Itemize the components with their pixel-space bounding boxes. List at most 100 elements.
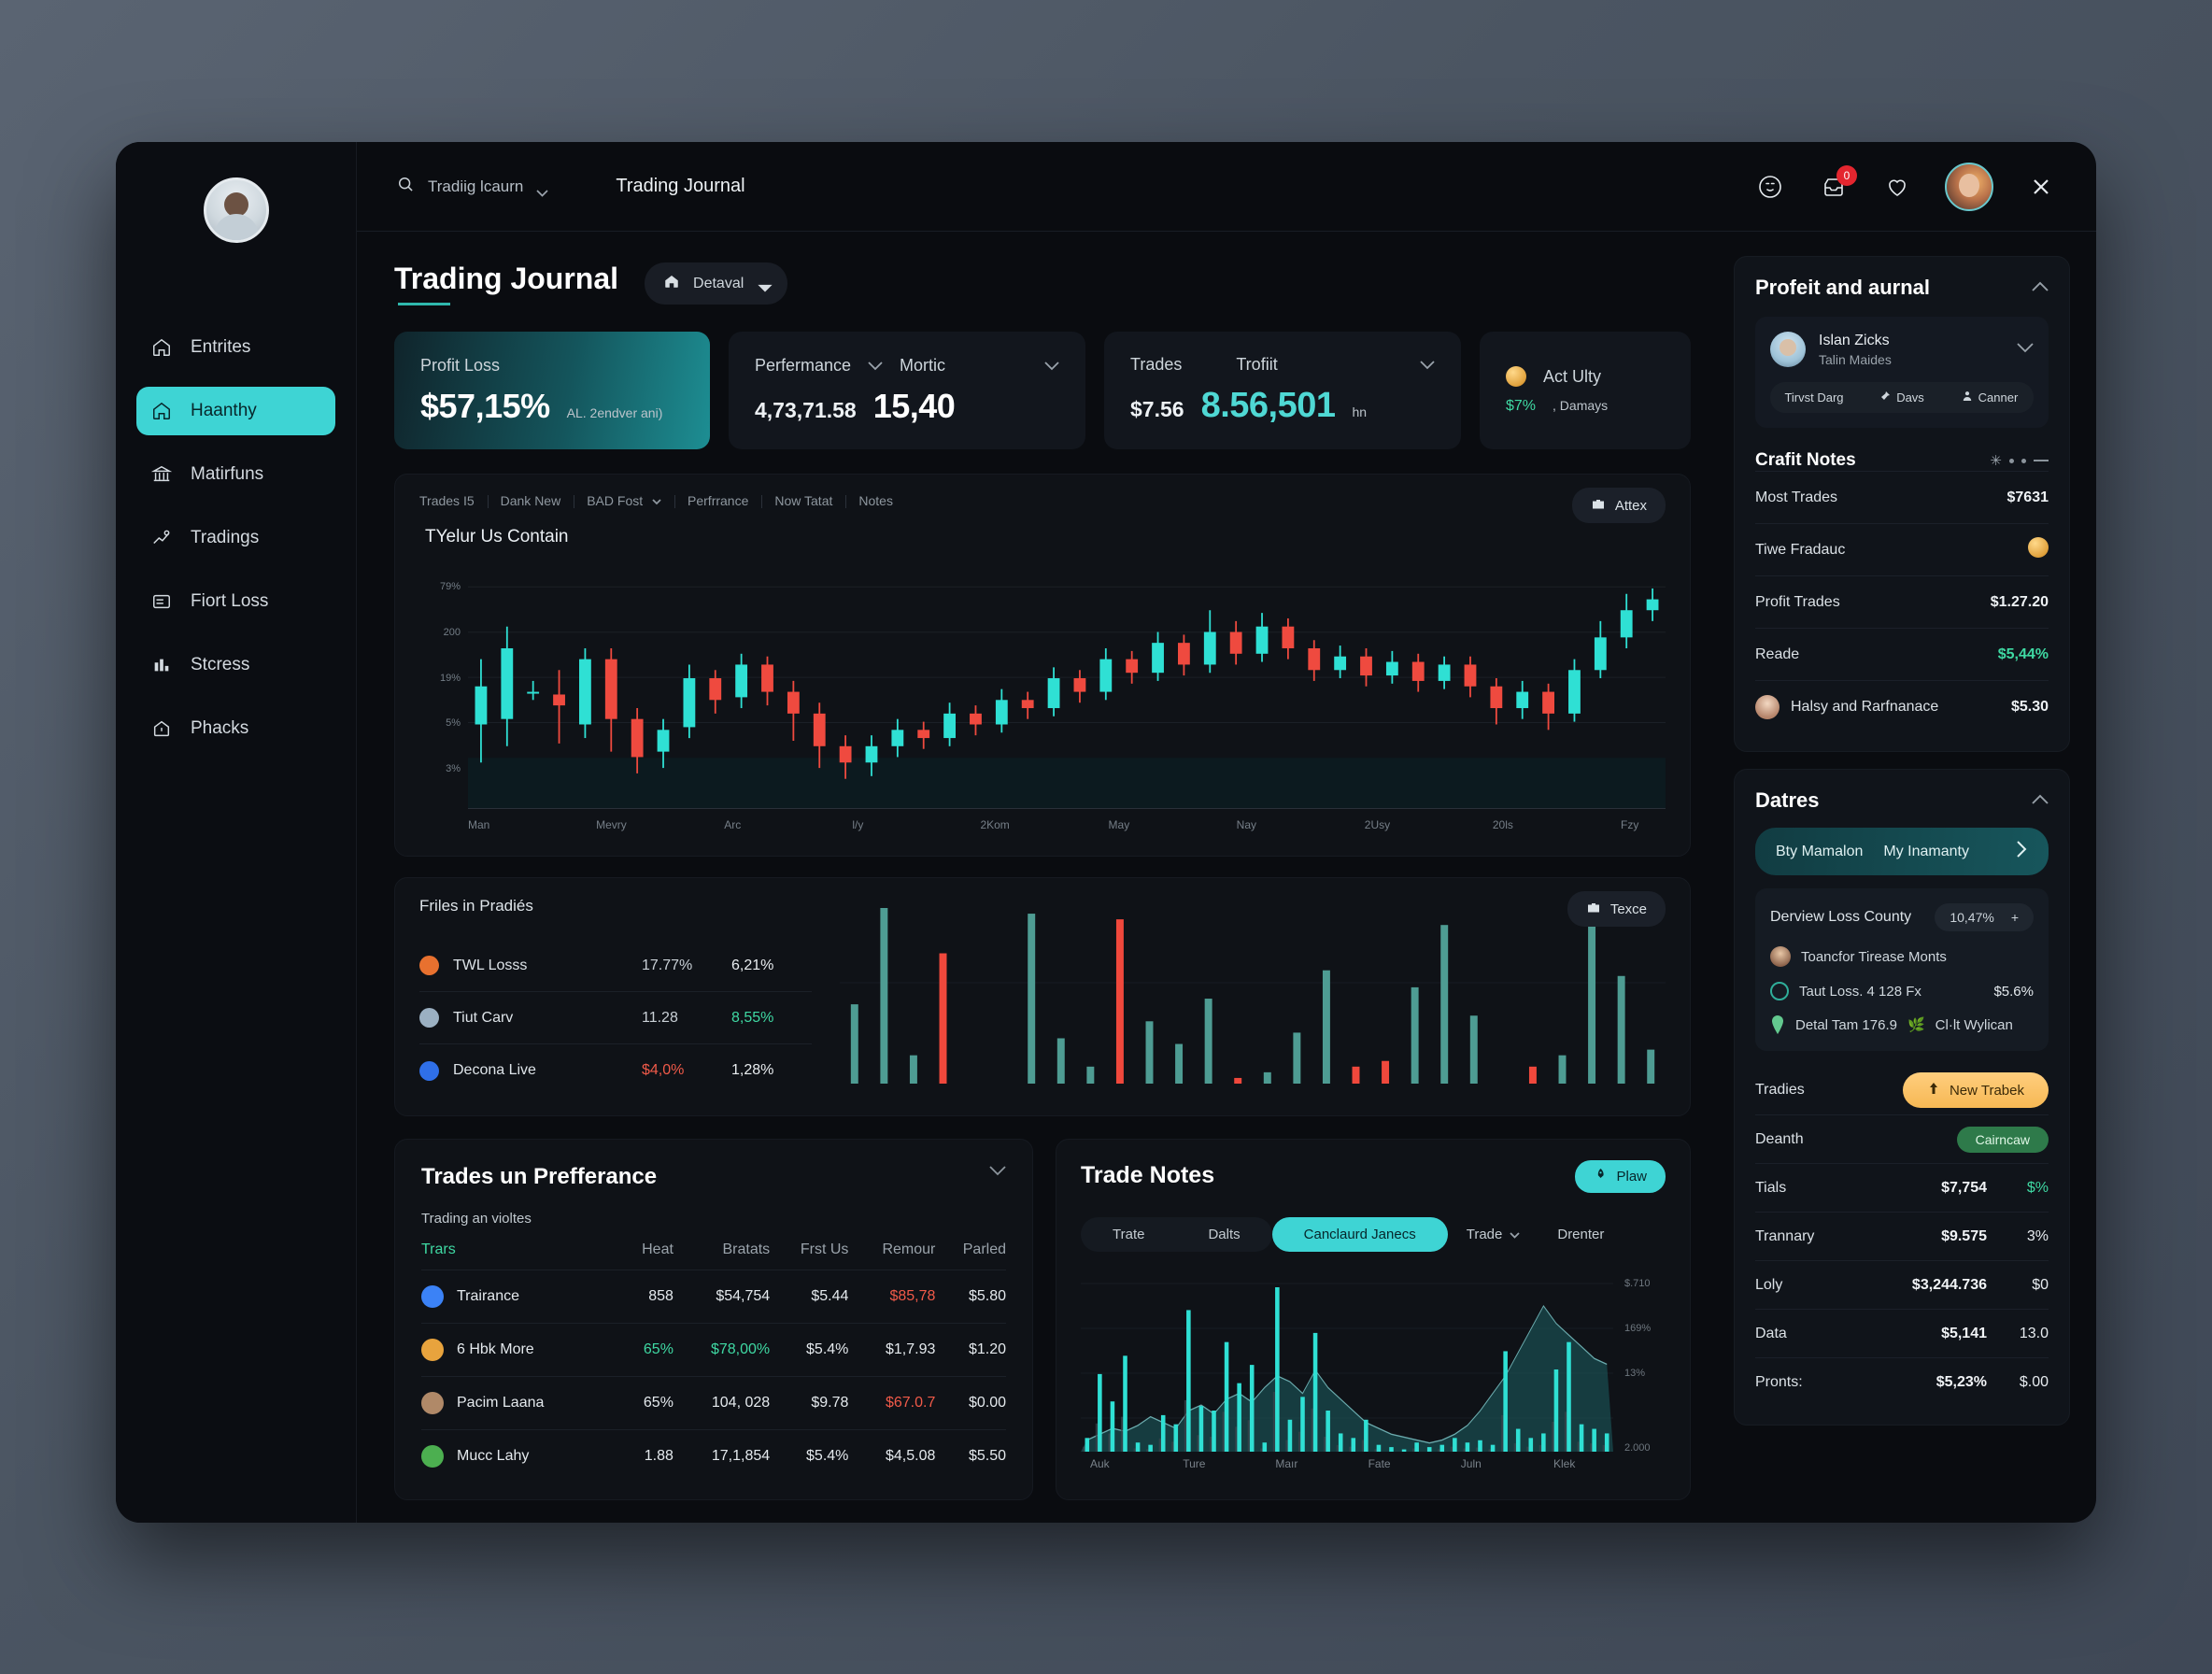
craft-note-row[interactable]: Tiwe Fradauc [1755,523,2049,575]
sidebar-item-entrites[interactable]: Entrites [136,323,335,372]
asterisk-icon: ✳ [1990,453,2002,469]
tab-notes[interactable]: Notes [845,493,906,508]
loss-county-counter[interactable]: 10,47% + [1935,903,2034,931]
x-tick-label: Man [468,818,490,831]
loss-line-1[interactable]: Toancfor Tirease Monts [1770,946,2034,967]
tab-perfrrance[interactable]: Perfrrance [674,493,761,508]
legend-dot-icon [419,1060,439,1081]
person-icon [1962,390,1973,404]
stat-value: $5,23% [1936,1373,1987,1390]
kpi-performance[interactable]: Perfermance Mortic 4,73,71.58 15,40 [729,332,1085,449]
stat-row[interactable]: Loly $3,244.736 $0 [1755,1260,2049,1309]
tab-bad-fost[interactable]: BAD Fost [574,493,674,508]
sidebar-item-fiort-loss[interactable]: Fiort Loss [136,577,335,626]
legend-row[interactable]: Tiut Carv 11.28 8,55% [419,992,812,1044]
cell-heat: 65% [643,1395,674,1411]
stat-delta: 13.0 [2019,1325,2049,1341]
attex-button[interactable]: Attex [1571,488,1666,523]
stat-row[interactable]: Pronts: $5,23% $.00 [1755,1357,2049,1406]
chevron-up-icon[interactable] [2032,279,2049,296]
legend-row[interactable]: TWL Losss 17.77% 6,21% [419,940,812,992]
stat-row[interactable]: Tials $7,754 $% [1755,1163,2049,1212]
avatar[interactable] [1945,162,1993,211]
craft-note-row[interactable]: Most Trades $7631 [1755,471,2049,523]
sidebar-item-stcress[interactable]: Stcress [136,641,335,689]
legend-value-2: 1,28% [731,1062,774,1078]
heart-icon[interactable] [1881,171,1913,203]
tab-now-tatat[interactable]: Now Tatat [761,493,845,508]
segment-drenter[interactable]: Drenter [1557,1227,1605,1242]
plus-icon[interactable]: + [2010,910,2019,925]
plaw-button[interactable]: Plaw [1575,1160,1666,1193]
sidebar-item-haanthy[interactable]: Haanthy [136,387,335,435]
kpi-profit-loss[interactable]: Profit Loss $57,15% AL. 2endver ani) [394,332,710,449]
segment-active[interactable]: Canclaurd Janecs [1271,1217,1448,1252]
new-trabek-button[interactable]: New Trabek [1902,1072,2049,1108]
chevron-down-icon [536,183,548,197]
chip-davs[interactable]: Davs [1858,382,1946,413]
chevron-down-icon[interactable] [989,1164,1006,1181]
sidebar-avatar[interactable] [203,177,269,243]
loss-line-3[interactable]: Detal Tam 176.9 🌿 Cl·lt Wylican [1770,1015,2034,1034]
close-icon[interactable] [2025,171,2057,203]
cta-left-label: Bty Mamalon [1776,843,1864,859]
table-row[interactable]: Mucc Lahy 1.88 17,1,854 $5.4% $4,5.08 $5… [421,1429,1006,1483]
sidebar-item-tradings[interactable]: Tradings [136,514,335,562]
craft-note-row[interactable]: Reade $5,44% [1755,628,2049,680]
search-input[interactable]: Tradiig lcaurn [396,175,548,198]
dates-cta[interactable]: Bty Mamalon My Inamanty [1755,828,2049,875]
kpi-value: $7% [1506,398,1537,414]
line-label: Toancfor Tirease Monts [1801,948,1947,965]
texce-button[interactable]: Texce [1567,891,1666,927]
sidebar: Entrites Haanthy Matirfuns Tradings Fior… [116,142,357,1523]
y-tick-label: 3% [446,762,461,774]
stat-value: $3,244.736 [1911,1276,1987,1293]
legend-row[interactable]: Decona Live $4,0% 1,28% [419,1044,812,1097]
cell-remour: $67.0.7 [885,1395,936,1411]
tab-trades[interactable]: Trades I5 [419,493,475,508]
craft-note-row[interactable]: Halsy and Rarfnanace $5.30 [1755,680,2049,732]
stat-label: Pronts: [1755,1373,1803,1390]
table-row[interactable]: Trairance 858 $54,754 $5.44 $85,78 $5.80 [421,1270,1006,1324]
kpi-label: Perfermance [755,355,852,375]
chip-canner[interactable]: Canner [1946,382,2034,413]
sidebar-item-phacks[interactable]: Phacks [136,704,335,753]
chevron-down-icon[interactable] [1044,356,1059,376]
sidebar-item-label: Phacks [191,718,249,738]
sidebar-item-matirfuns[interactable]: Matirfuns [136,450,335,499]
stat-row[interactable]: Trannary $9.575 3% [1755,1212,2049,1260]
kpi-value: 8.56,501 [1200,386,1336,425]
craft-notes-menu[interactable]: ✳ [1990,452,2049,469]
chevron-up-icon[interactable] [2032,792,2049,809]
cell-parled: $0.00 [968,1395,1006,1411]
chevron-down-icon [757,280,773,291]
row-value: $5.30 [2010,698,2049,715]
chevron-down-icon[interactable] [2017,341,2034,358]
help-icon[interactable] [1754,171,1786,203]
segment-dalts[interactable]: Dalts [1208,1227,1241,1242]
segment-trade-dropdown[interactable]: Trade [1448,1217,1539,1252]
cairncaw-badge[interactable]: Cairncaw [1956,1126,2049,1153]
tab-dank-new[interactable]: Dank New [487,493,574,508]
stat-row[interactable]: Data $5,141 13.0 [1755,1309,2049,1357]
chevron-down-icon[interactable] [1420,355,1435,375]
kpi-trades[interactable]: Trades Trofiit $7.56 8.56,501 hn [1104,332,1461,449]
cell-heat: 1.88 [644,1448,674,1464]
user-box[interactable]: Islan Zicks Talin Maides Tirvst Darg Dav… [1755,317,2049,428]
kpi-act-ulty[interactable]: Act Ulty $7% , Damays [1480,332,1691,449]
segment-trate[interactable]: Trate [1113,1227,1145,1242]
craft-note-row[interactable]: Profit Trades $1.27.20 [1755,575,2049,628]
inbox-icon[interactable]: 0 [1818,164,1857,203]
table-row[interactable]: Pacim Laana 65% 104, 028 $9.78 $67.0.7 $… [421,1376,1006,1430]
line-tail: Cl·lt Wylican [1935,1016,2013,1033]
scope-select[interactable]: Detaval [645,262,788,305]
tradies-label: Tradies [1755,1082,1805,1098]
plaw-label: Plaw [1616,1169,1647,1185]
stat-label: Trannary [1755,1227,1815,1244]
row-label: Profit Trades [1755,593,1840,610]
friles-legend: Friles in Pradiés TWL Losss 17.77% 6,21%… [419,897,812,1097]
table-row[interactable]: 6 Hbk More 65% $78,00% $5.4% $1,7.93 $1.… [421,1323,1006,1377]
loss-line-2[interactable]: Taut Loss. 4 128 Fx $5.6% [1770,982,2034,1000]
chip-tirvst-darg[interactable]: Tirvst Darg [1784,390,1844,404]
row-value: $5,44% [1997,645,2049,662]
